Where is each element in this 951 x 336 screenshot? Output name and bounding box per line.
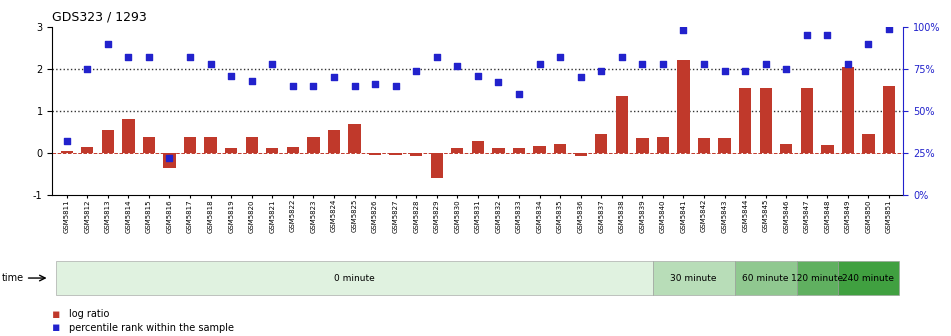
- Point: [882, 26, 897, 31]
- Bar: [493, 148, 505, 153]
- Bar: [451, 148, 463, 153]
- Bar: [307, 137, 320, 153]
- Bar: [472, 141, 484, 153]
- Bar: [369, 153, 381, 155]
- Text: 240 minute: 240 minute: [843, 274, 895, 283]
- Point: [717, 68, 732, 73]
- Bar: [123, 119, 134, 153]
- Point: [80, 66, 95, 72]
- Point: [820, 33, 835, 38]
- Point: [553, 54, 568, 60]
- Bar: [143, 137, 155, 153]
- Bar: [842, 67, 854, 153]
- Text: ▪: ▪: [52, 321, 61, 334]
- Point: [367, 81, 382, 87]
- Text: 0 minute: 0 minute: [334, 274, 375, 283]
- Point: [655, 61, 670, 67]
- Point: [593, 68, 609, 73]
- Bar: [797, 261, 838, 295]
- Point: [121, 54, 136, 60]
- Bar: [636, 138, 649, 153]
- Bar: [286, 146, 299, 153]
- Bar: [657, 137, 670, 153]
- Bar: [204, 137, 217, 153]
- Point: [264, 61, 280, 67]
- Bar: [81, 146, 93, 153]
- Bar: [245, 137, 258, 153]
- Text: log ratio: log ratio: [69, 309, 109, 319]
- Point: [841, 61, 856, 67]
- Point: [634, 61, 650, 67]
- Bar: [615, 96, 628, 153]
- Bar: [780, 144, 792, 153]
- Text: GDS323 / 1293: GDS323 / 1293: [52, 10, 147, 23]
- Point: [203, 61, 218, 67]
- Point: [450, 63, 465, 68]
- Bar: [164, 153, 176, 168]
- Bar: [328, 130, 340, 153]
- Point: [676, 28, 691, 33]
- Bar: [863, 134, 875, 153]
- Bar: [390, 153, 402, 155]
- Point: [738, 68, 753, 73]
- Bar: [410, 153, 422, 156]
- Text: percentile rank within the sample: percentile rank within the sample: [69, 323, 235, 333]
- Point: [614, 54, 630, 60]
- Point: [388, 83, 403, 88]
- Bar: [61, 151, 73, 153]
- Bar: [56, 261, 652, 295]
- Bar: [883, 86, 895, 153]
- Text: time: time: [2, 273, 24, 283]
- Bar: [102, 130, 114, 153]
- Point: [162, 155, 177, 161]
- Bar: [574, 153, 587, 156]
- Bar: [513, 148, 525, 153]
- Point: [285, 83, 301, 88]
- Bar: [698, 138, 710, 153]
- Point: [100, 41, 115, 46]
- Bar: [739, 88, 751, 153]
- Point: [779, 66, 794, 72]
- Point: [799, 33, 814, 38]
- Text: 30 minute: 30 minute: [670, 274, 717, 283]
- Point: [347, 83, 362, 88]
- Point: [470, 73, 485, 78]
- Text: 60 minute: 60 minute: [743, 274, 789, 283]
- Point: [532, 61, 547, 67]
- Point: [244, 78, 260, 83]
- Point: [861, 41, 876, 46]
- Point: [59, 138, 74, 144]
- Point: [326, 75, 341, 80]
- Bar: [553, 144, 566, 153]
- Bar: [735, 261, 797, 295]
- Bar: [595, 134, 608, 153]
- Bar: [760, 88, 772, 153]
- Point: [696, 61, 711, 67]
- Text: ▪: ▪: [52, 308, 61, 321]
- Bar: [225, 148, 238, 153]
- Bar: [677, 60, 689, 153]
- Point: [183, 54, 198, 60]
- Point: [758, 61, 773, 67]
- Point: [512, 91, 527, 97]
- Point: [142, 54, 157, 60]
- Bar: [838, 261, 900, 295]
- Point: [409, 68, 424, 73]
- Bar: [534, 146, 546, 153]
- Point: [223, 73, 239, 78]
- Bar: [822, 145, 833, 153]
- Bar: [266, 148, 279, 153]
- Bar: [718, 138, 730, 153]
- Point: [491, 80, 506, 85]
- Bar: [431, 153, 443, 178]
- Text: 120 minute: 120 minute: [791, 274, 844, 283]
- Bar: [652, 261, 735, 295]
- Bar: [801, 88, 813, 153]
- Point: [306, 83, 321, 88]
- Bar: [348, 124, 360, 153]
- Bar: [184, 137, 196, 153]
- Point: [573, 75, 589, 80]
- Point: [429, 54, 444, 60]
